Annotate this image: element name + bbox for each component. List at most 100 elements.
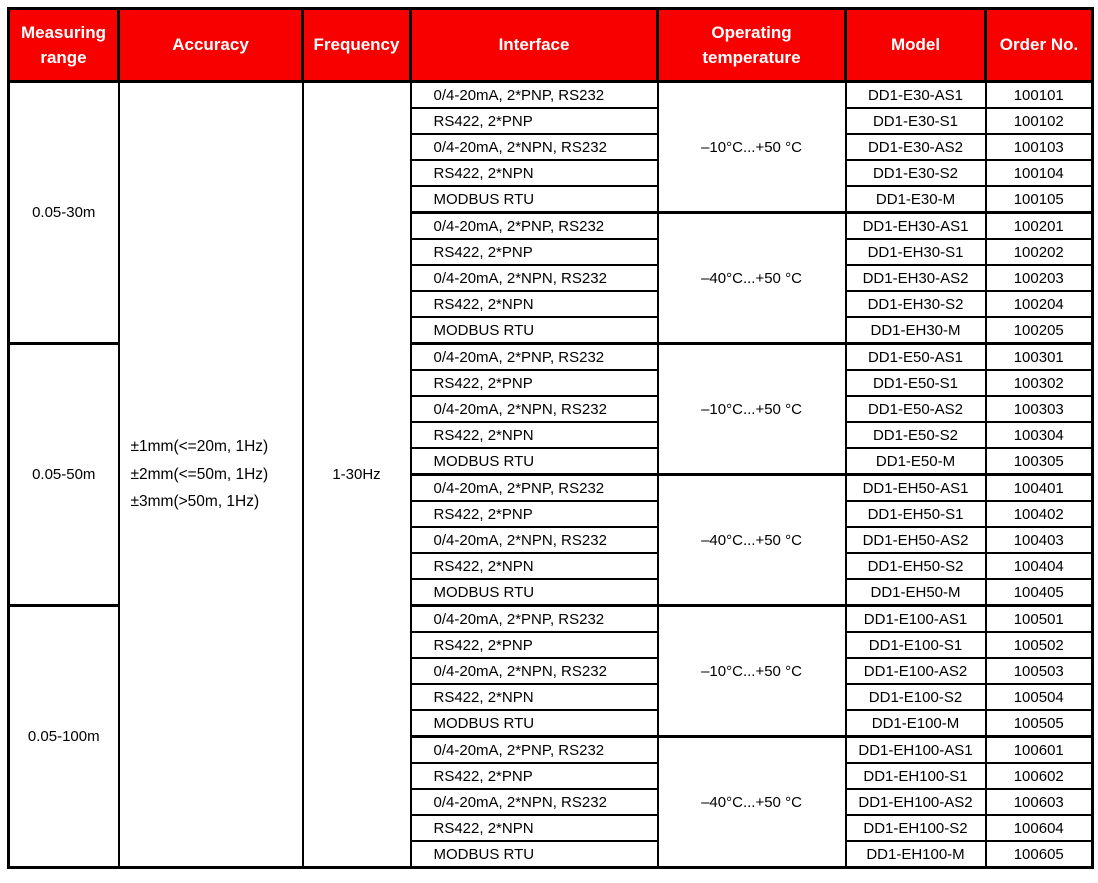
interface-cell: 0/4-20mA, 2*NPN, RS232 — [409, 657, 659, 685]
model-cell: DD1-E30-AS2 — [844, 133, 987, 161]
interface-cell: RS422, 2*NPN — [409, 421, 659, 449]
table-body: 0.05-30m ±1mm(<=20m, 1Hz) ±2mm(<=50m, 1Hz)… — [7, 80, 1094, 869]
order-no-cell: 100404 — [984, 552, 1094, 580]
model-cell: DD1-E100-S1 — [844, 631, 987, 659]
table-row: RS422, 2*PNP DD1-EH30-S1 100202 — [9, 238, 1094, 266]
model-cell: DD1-EH100-S2 — [844, 814, 987, 842]
order-no-cell: 100205 — [984, 316, 1094, 345]
order-no-cell: 100405 — [984, 578, 1094, 607]
order-no-cell: 100303 — [984, 395, 1094, 423]
order-no-cell: 100501 — [984, 604, 1094, 633]
model-cell: DD1-E30-M — [844, 185, 987, 214]
model-cell: DD1-E100-AS1 — [844, 604, 987, 633]
temperature-cell: –40°C...+50 °C — [656, 211, 847, 345]
order-no-cell: 100505 — [984, 709, 1094, 738]
order-no-cell: 100201 — [984, 211, 1094, 240]
model-cell: DD1-EH30-S2 — [844, 290, 987, 318]
table-row: RS422, 2*NPN DD1-EH30-S2 100204 — [9, 290, 1094, 318]
table-row: 0/4-20mA, 2*NPN, RS232 DD1-E30-AS2 100103 — [9, 133, 1094, 161]
interface-cell: RS422, 2*PNP — [409, 369, 659, 397]
table-row: RS422, 2*PNP DD1-E50-S1 100302 — [9, 369, 1094, 397]
table-row: RS422, 2*PNP DD1-E100-S1 100502 — [9, 631, 1094, 659]
model-cell: DD1-EH30-AS2 — [844, 264, 987, 292]
model-cell: DD1-E100-AS2 — [844, 657, 987, 685]
model-cell: DD1-EH100-AS1 — [844, 735, 987, 764]
accuracy-line: ±1mm(<=20m, 1Hz) — [130, 438, 269, 456]
model-cell: DD1-EH100-S1 — [844, 762, 987, 790]
table-row: RS422, 2*PNP DD1-EH100-S1 100602 — [9, 762, 1094, 790]
table-row: 0.05-100m 0/4-20mA, 2*PNP, RS232 –10°C...+… — [7, 604, 1094, 869]
measuring-range-cell: 0.05-50m — [7, 342, 120, 607]
interface-cell: 0/4-20mA, 2*PNP, RS232 — [409, 473, 659, 502]
table-row: 0.05-30m ±1mm(<=20m, 1Hz) ±2mm(<=50m, 1Hz)… — [7, 80, 1094, 869]
order-no-cell: 100102 — [984, 107, 1094, 135]
model-cell: DD1-E50-AS2 — [844, 395, 987, 423]
table-row: 0/4-20mA, 2*PNP, RS232 –40°C...+50 °C DD1-… — [9, 735, 1094, 869]
table-row: RS422, 2*NPN DD1-E100-S2 100504 — [9, 683, 1094, 711]
model-cell: DD1-E50-AS1 — [844, 342, 987, 371]
temperature-cell: –10°C...+50 °C — [656, 80, 847, 214]
order-no-cell: 100605 — [984, 840, 1094, 869]
product-spec-table: Measuring range Accuracy Frequency Inter… — [7, 7, 1094, 869]
model-cell: DD1-EH100-AS2 — [844, 788, 987, 816]
temperature-cell: –10°C...+50 °C — [656, 604, 847, 738]
model-cell: DD1-EH30-M — [844, 316, 987, 345]
interface-cell: 0/4-20mA, 2*NPN, RS232 — [409, 395, 659, 423]
interface-cell: RS422, 2*NPN — [409, 683, 659, 711]
interface-cell: MODBUS RTU — [409, 316, 659, 345]
column-header-measuring-range: Measuring range — [7, 7, 120, 83]
model-cell: DD1-E100-M — [844, 709, 987, 738]
order-no-cell: 100202 — [984, 238, 1094, 266]
order-no-cell: 100302 — [984, 369, 1094, 397]
order-no-cell: 100402 — [984, 500, 1094, 528]
interface-cell: MODBUS RTU — [409, 840, 659, 869]
table-row: 0/4-20mA, 2*PNP, RS232 –40°C...+50 °C DD1-… — [9, 211, 1094, 345]
order-no-cell: 100502 — [984, 631, 1094, 659]
order-no-cell: 100403 — [984, 526, 1094, 554]
table-row: MODBUS RTU DD1-E50-M 100305 — [9, 447, 1094, 476]
interface-cell: 0/4-20mA, 2*NPN, RS232 — [409, 264, 659, 292]
temperature-cell: –40°C...+50 °C — [656, 735, 847, 869]
column-header-order-no: Order No. — [984, 7, 1094, 83]
model-cell: DD1-E50-S2 — [844, 421, 987, 449]
order-no-cell: 100401 — [984, 473, 1094, 502]
table-row: 0/4-20mA, 2*NPN, RS232 DD1-E100-AS2 100503 — [9, 657, 1094, 685]
table-row: 0/4-20mA, 2*NPN, RS232 DD1-EH30-AS2 100203 — [9, 264, 1094, 292]
order-no-cell: 100602 — [984, 762, 1094, 790]
order-no-cell: 100604 — [984, 814, 1094, 842]
table-row: RS422, 2*NPN DD1-EH100-S2 100604 — [9, 814, 1094, 842]
temperature-cell: –40°C...+50 °C — [656, 473, 847, 607]
table-row: MODBUS RTU DD1-EH100-M 100605 — [9, 840, 1094, 869]
accuracy-cell: ±1mm(<=20m, 1Hz) ±2mm(<=50m, 1Hz) ±3mm(>50… — [117, 80, 304, 869]
interface-cell: RS422, 2*PNP — [409, 500, 659, 528]
interface-cell: 0/4-20mA, 2*NPN, RS232 — [409, 788, 659, 816]
model-cell: DD1-EH50-AS2 — [844, 526, 987, 554]
interface-cell: RS422, 2*NPN — [409, 814, 659, 842]
interface-cell: MODBUS RTU — [409, 185, 659, 214]
order-no-cell: 100104 — [984, 159, 1094, 187]
model-cell: DD1-EH50-S2 — [844, 552, 987, 580]
order-no-cell: 100105 — [984, 185, 1094, 214]
interface-cell: RS422, 2*NPN — [409, 552, 659, 580]
model-cell: DD1-EH30-S1 — [844, 238, 987, 266]
column-header-accuracy: Accuracy — [117, 7, 304, 83]
table-row: 0/4-20mA, 2*NPN, RS232 DD1-EH100-AS2 10060… — [9, 788, 1094, 816]
interface-cell: 0/4-20mA, 2*PNP, RS232 — [409, 211, 659, 240]
order-no-cell: 100301 — [984, 342, 1094, 371]
frequency-cell: 1-30Hz — [301, 80, 412, 869]
interface-cell: 0/4-20mA, 2*PNP, RS232 — [409, 80, 659, 109]
order-no-cell: 100601 — [984, 735, 1094, 764]
table-row: RS422, 2*PNP DD1-E30-S1 100102 — [9, 107, 1094, 135]
order-no-cell: 100203 — [984, 264, 1094, 292]
interface-cell: 0/4-20mA, 2*PNP, RS232 — [409, 735, 659, 764]
model-cell: DD1-E100-S2 — [844, 683, 987, 711]
order-no-cell: 100103 — [984, 133, 1094, 161]
interface-cell: 0/4-20mA, 2*PNP, RS232 — [409, 604, 659, 633]
interface-cell: RS422, 2*PNP — [409, 107, 659, 135]
table-row: 0/4-20mA, 2*NPN, RS232 DD1-E50-AS2 100303 — [9, 395, 1094, 423]
model-cell: DD1-EH50-M — [844, 578, 987, 607]
order-no-cell: 100603 — [984, 788, 1094, 816]
table-row: 0/4-20mA, 2*PNP, RS232 –40°C...+50 °C DD1-… — [9, 473, 1094, 607]
column-header-model: Model — [844, 7, 987, 83]
model-cell: DD1-E50-S1 — [844, 369, 987, 397]
